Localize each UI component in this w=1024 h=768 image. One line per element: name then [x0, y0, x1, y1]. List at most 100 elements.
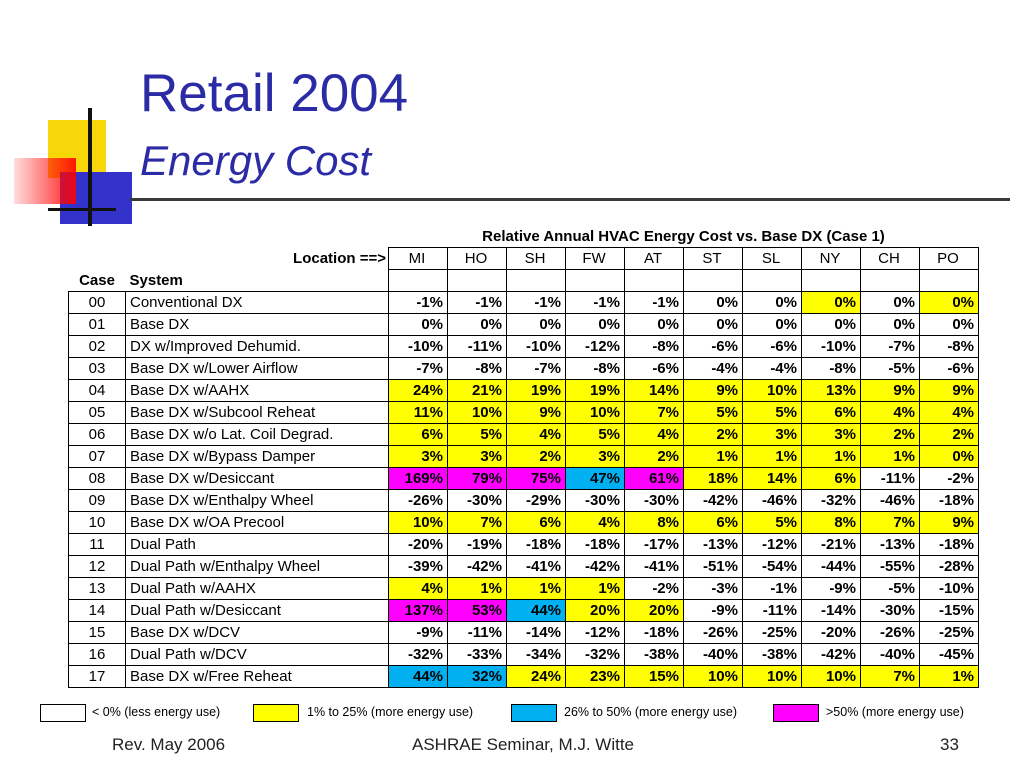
- value-cell: -55%: [860, 555, 920, 578]
- value-cell: 15%: [624, 665, 684, 688]
- value-cell: 4%: [919, 401, 979, 424]
- value-cell: -11%: [447, 335, 507, 358]
- value-cell: -7%: [860, 335, 920, 358]
- location-header: MI: [388, 247, 448, 270]
- value-cell: -32%: [801, 489, 861, 512]
- location-header: CH: [860, 247, 920, 270]
- value-cell: 1%: [860, 445, 920, 468]
- table-row: 04 Base DX w/AAHX 24% 21% 19% 19% 14% 9% 10% 13% 9…: [68, 379, 979, 402]
- value-cell: 19%: [506, 379, 566, 402]
- value-cell: -38%: [742, 643, 802, 666]
- value-cell: -11%: [742, 599, 802, 622]
- legend-label: 1% to 25% (more energy use): [307, 705, 474, 719]
- value-cell: 1%: [801, 445, 861, 468]
- value-cell: 20%: [565, 599, 625, 622]
- value-cell: -32%: [388, 643, 448, 666]
- value-cell: 0%: [919, 313, 979, 336]
- table-row: 13 Dual Path w/AAHX 4% 1% 1% 1% -2% -3% -1% -9% -5…: [68, 577, 979, 600]
- value-cell: -51%: [683, 555, 743, 578]
- case-number: 06: [68, 423, 126, 446]
- value-cell: 23%: [565, 665, 625, 688]
- value-cell: -42%: [565, 555, 625, 578]
- value-cell: 0%: [565, 313, 625, 336]
- value-cell: 9%: [506, 401, 566, 424]
- value-cell: -30%: [447, 489, 507, 512]
- value-cell: -40%: [683, 643, 743, 666]
- value-cell: -6%: [919, 357, 979, 380]
- value-cell: 1%: [447, 577, 507, 600]
- system-name: Dual Path w/Desiccant: [125, 599, 389, 622]
- case-number: 13: [68, 577, 126, 600]
- value-cell: -44%: [801, 555, 861, 578]
- value-cell: 1%: [742, 445, 802, 468]
- value-cell: -12%: [565, 335, 625, 358]
- value-cell: -26%: [860, 621, 920, 644]
- value-cell: 9%: [919, 511, 979, 534]
- value-cell: -9%: [801, 577, 861, 600]
- system-name: Base DX w/DCV: [125, 621, 389, 644]
- energy-cost-table: Relative Annual HVAC Energy Cost vs. Bas…: [68, 226, 979, 688]
- value-cell: -18%: [624, 621, 684, 644]
- value-cell: 14%: [742, 467, 802, 490]
- value-cell: 1%: [565, 577, 625, 600]
- value-cell: -14%: [801, 599, 861, 622]
- value-cell: -8%: [919, 335, 979, 358]
- value-cell: -39%: [388, 555, 448, 578]
- value-cell: 8%: [801, 511, 861, 534]
- value-cell: -11%: [447, 621, 507, 644]
- table-row: 09 Base DX w/Enthalpy Wheel -26% -30% -29% -3…: [68, 489, 979, 512]
- case-header: Case: [79, 271, 115, 289]
- value-cell: -45%: [919, 643, 979, 666]
- table-title: Relative Annual HVAC Energy Cost vs. Bas…: [482, 228, 885, 245]
- system-name: Base DX: [125, 313, 389, 336]
- value-cell: -28%: [919, 555, 979, 578]
- value-cell: -9%: [683, 599, 743, 622]
- system-name: Base DX w/Desiccant: [125, 467, 389, 490]
- column-header-row: Case System: [69, 269, 979, 292]
- legend-swatch-white: [40, 704, 86, 722]
- legend-swatch-cyan: [511, 704, 557, 722]
- system-name: Base DX w/Lower Airflow: [125, 357, 389, 380]
- value-cell: 3%: [742, 423, 802, 446]
- case-number: 12: [68, 555, 126, 578]
- value-cell: 5%: [683, 401, 743, 424]
- table-body: 00 Conventional DX -1% -1% -1% -1% -1% 0% 0% 0% 0%…: [68, 291, 979, 688]
- value-cell: 53%: [447, 599, 507, 622]
- value-cell: 2%: [624, 445, 684, 468]
- value-cell: -10%: [388, 335, 448, 358]
- table-row: 11 Dual Path -20% -19% -18% -18% -17% -13% -12% -…: [68, 533, 979, 556]
- value-cell: 1%: [683, 445, 743, 468]
- value-cell: 4%: [506, 423, 566, 446]
- value-cell: 0%: [801, 313, 861, 336]
- value-cell: 21%: [447, 379, 507, 402]
- value-cell: 44%: [388, 665, 448, 688]
- footer-presenter: ASHRAE Seminar, M.J. Witte: [412, 735, 634, 754]
- value-cell: 0%: [860, 291, 920, 314]
- system-name: Conventional DX: [125, 291, 389, 314]
- value-cell: 2%: [506, 445, 566, 468]
- table-row: 15 Base DX w/DCV -9% -11% -14% -12% -18% -26% -2…: [68, 621, 979, 644]
- value-cell: -19%: [447, 533, 507, 556]
- value-cell: 10%: [801, 665, 861, 688]
- value-cell: -9%: [388, 621, 448, 644]
- value-cell: 0%: [683, 291, 743, 314]
- value-cell: -40%: [860, 643, 920, 666]
- table-row: 08 Base DX w/Desiccant 169% 79% 75% 47% 61% 18%…: [68, 467, 979, 490]
- value-cell: -11%: [860, 467, 920, 490]
- legend-swatch-magenta: [773, 704, 819, 722]
- value-cell: -8%: [565, 357, 625, 380]
- system-name: Dual Path w/Enthalpy Wheel: [125, 555, 389, 578]
- value-cell: -4%: [742, 357, 802, 380]
- value-cell: -8%: [801, 357, 861, 380]
- value-cell: -54%: [742, 555, 802, 578]
- value-cell: 4%: [388, 577, 448, 600]
- value-cell: 44%: [506, 599, 566, 622]
- value-cell: 2%: [683, 423, 743, 446]
- value-cell: 3%: [565, 445, 625, 468]
- value-cell: 7%: [860, 665, 920, 688]
- value-cell: 4%: [624, 423, 684, 446]
- value-cell: 11%: [388, 401, 448, 424]
- location-header: FW: [565, 247, 625, 270]
- case-number: 11: [68, 533, 126, 556]
- value-cell: -21%: [801, 533, 861, 556]
